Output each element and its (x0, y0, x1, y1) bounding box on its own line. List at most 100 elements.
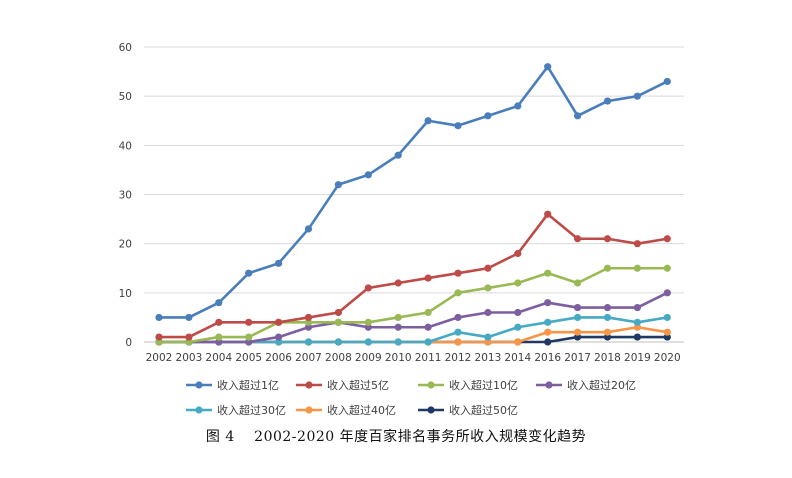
data-point (424, 338, 432, 346)
legend-marker (305, 406, 313, 414)
data-point (574, 303, 582, 312)
data-point (215, 318, 223, 326)
data-point (544, 210, 552, 218)
data-point (633, 264, 642, 272)
data-point (574, 313, 582, 322)
x-tick-label: 2005 (235, 352, 262, 364)
x-tick-label: 2018 (594, 352, 621, 364)
x-tick-label: 2002 (146, 352, 173, 364)
legend-marker (427, 381, 435, 389)
legend-label: 收入超过10亿 (449, 378, 518, 392)
data-point (544, 299, 552, 307)
data-point (245, 333, 253, 341)
data-point (574, 235, 582, 243)
data-point (334, 318, 342, 326)
data-point (603, 303, 612, 312)
data-point (334, 181, 342, 189)
legend-label: 收入超过50亿 (449, 403, 518, 417)
data-point (424, 117, 432, 125)
data-point (245, 318, 253, 326)
data-point (514, 308, 522, 317)
figure-caption: 图 4 2002-2020 年度百家排名事务所收入规模变化趋势 (205, 429, 587, 445)
data-point (663, 328, 671, 336)
legend-marker (195, 381, 203, 389)
x-tick-label: 2007 (295, 352, 322, 364)
x-tick-label: 2014 (504, 352, 531, 364)
data-point (484, 264, 492, 272)
data-point (424, 308, 432, 317)
data-point (364, 318, 372, 326)
data-point (304, 313, 313, 322)
series-line (157, 65, 669, 319)
data-point (454, 338, 462, 346)
x-tick-label: 2006 (265, 352, 292, 364)
data-point (574, 112, 582, 120)
legend-marker (545, 381, 553, 389)
data-point (215, 299, 223, 307)
x-tick-label: 2010 (385, 352, 412, 364)
data-point (454, 328, 462, 336)
series-line (157, 212, 669, 339)
data-point (633, 240, 642, 248)
data-point (603, 235, 612, 243)
data-point (155, 313, 163, 322)
legend-label: 收入超过40亿 (327, 403, 396, 417)
data-point (544, 269, 552, 277)
data-point (454, 122, 462, 130)
legend-label: 收入超过5亿 (327, 378, 389, 392)
y-tick-label: 0 (125, 337, 132, 349)
x-tick-label: 2013 (475, 352, 502, 364)
data-point (364, 284, 372, 292)
data-point (663, 235, 671, 243)
data-point (484, 308, 492, 317)
x-tick-label: 2008 (325, 352, 352, 364)
x-tick-label: 2017 (564, 352, 591, 364)
data-point (663, 264, 671, 272)
data-point (663, 77, 671, 86)
data-point (275, 318, 283, 326)
x-tick-label: 2009 (355, 352, 382, 364)
legend-label: 收入超过30亿 (217, 403, 286, 417)
data-point (155, 333, 163, 341)
x-tick-label: 2020 (654, 352, 681, 364)
data-point (424, 323, 432, 331)
data-point (514, 323, 522, 331)
series-line (157, 325, 669, 344)
data-point (603, 328, 612, 336)
data-point (364, 338, 372, 346)
data-point (334, 338, 342, 346)
data-point (454, 313, 462, 322)
data-point (544, 328, 552, 336)
data-point (603, 97, 612, 105)
data-point (304, 225, 313, 233)
data-point (394, 323, 402, 331)
data-point (574, 328, 582, 336)
x-tick-label: 2011 (415, 352, 442, 364)
data-point (394, 338, 402, 346)
data-point (215, 333, 223, 341)
legend-marker (305, 381, 313, 389)
data-point (514, 279, 522, 287)
data-point (633, 333, 642, 341)
data-point (514, 338, 522, 346)
data-point (514, 102, 522, 110)
data-point (663, 313, 671, 322)
data-point (663, 289, 671, 297)
data-point (394, 279, 402, 287)
data-point (544, 338, 552, 346)
data-point (574, 279, 582, 287)
data-point (334, 308, 342, 317)
series-line (157, 291, 669, 344)
x-tick-label: 2012 (445, 352, 472, 364)
data-point (603, 264, 612, 272)
data-point (633, 318, 642, 326)
x-tick-label: 2016 (534, 352, 561, 364)
data-point (364, 171, 372, 179)
x-tick-label: 2003 (176, 352, 203, 364)
data-point (275, 259, 283, 267)
data-point (484, 284, 492, 292)
data-point (245, 269, 253, 277)
data-point (185, 333, 193, 341)
data-point (633, 92, 642, 100)
